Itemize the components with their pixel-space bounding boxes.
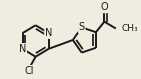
Text: S: S [79, 22, 85, 32]
Text: O: O [101, 2, 108, 12]
Text: Cl: Cl [25, 66, 34, 76]
Text: N: N [19, 44, 26, 54]
Text: CH₃: CH₃ [122, 24, 138, 33]
Text: N: N [45, 28, 52, 38]
